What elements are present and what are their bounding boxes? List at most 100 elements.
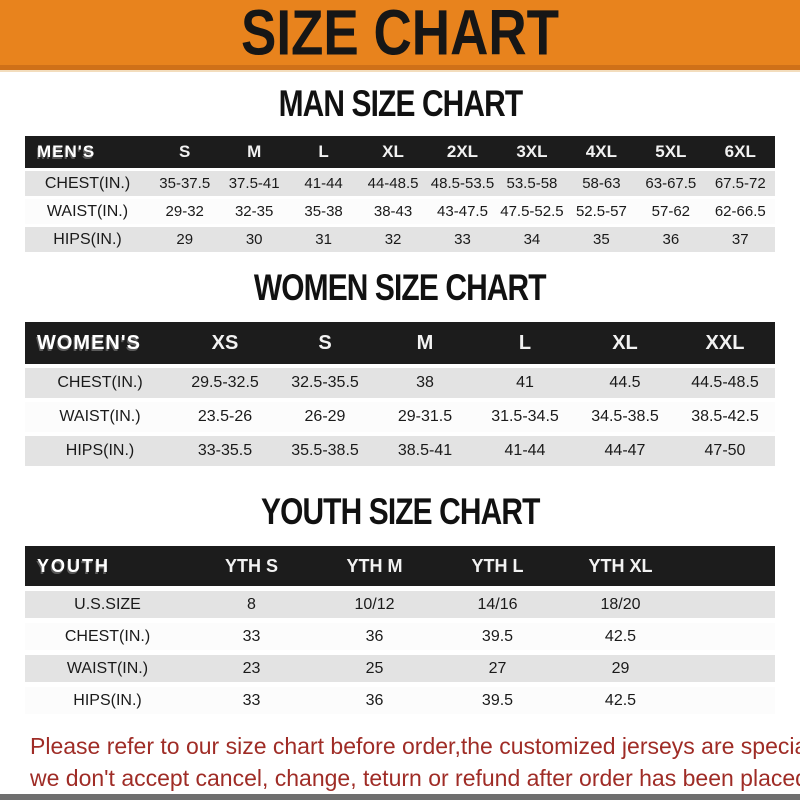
size-value-cell: 35.5-38.5 <box>291 442 359 459</box>
table-header-label: YOUTH <box>37 555 110 576</box>
banner-title: SIZE CHART <box>240 0 560 69</box>
table-row: HIPS(IN.) 29 30 31 32 33 34 35 36 37 <box>25 227 775 252</box>
size-value-cell: 48.5-53.5 <box>430 175 495 192</box>
row-label: WAIST(IN.) <box>66 659 149 677</box>
size-column-header: M <box>416 331 434 354</box>
women-section-title: WOMEN SIZE CHART <box>0 267 800 309</box>
size-value-cell: 38.5-41 <box>397 442 453 459</box>
size-value-cell: 38.5-42.5 <box>691 408 759 425</box>
size-value-cell: 62-66.5 <box>714 203 766 220</box>
size-value-cell: 57-62 <box>651 203 691 220</box>
size-value-cell: 30 <box>245 231 263 248</box>
size-value-cell: 32-35 <box>234 203 274 220</box>
row-label: U.S.SIZE <box>74 595 141 613</box>
youth-section-title: YOUTH SIZE CHART <box>0 491 800 533</box>
size-value-cell: 43-47.5 <box>437 203 488 220</box>
row-label: HIPS(IN.) <box>65 442 135 459</box>
table-row: WAIST(IN.) 23 25 27 29 <box>25 655 775 682</box>
size-value-cell: 44-48.5 <box>367 175 419 192</box>
size-value-cell: 38 <box>416 374 434 391</box>
size-value-cell: 37.5-41 <box>228 175 280 192</box>
size-value-cell: 35-37.5 <box>159 175 211 192</box>
size-value-cell: 23.5-26 <box>197 408 253 425</box>
size-column-header: 4XL <box>585 142 617 161</box>
table-row: WAIST(IN.) 29-32 32-35 35-38 38-43 43-47.5 47.… <box>25 199 775 224</box>
size-value-cell: 36 <box>365 627 384 645</box>
table-row: CHEST(IN.) 35-37.5 37.5-41 41-44 44-48.5 48.5… <box>25 171 775 196</box>
men-table-rows: CHEST(IN.) 35-37.5 37.5-41 41-44 44-48.5 48.5… <box>25 171 775 252</box>
size-value-cell: 39.5 <box>481 691 514 709</box>
size-value-cell: 26-29 <box>304 408 346 425</box>
men-section-title-text: MAN SIZE CHART <box>278 83 523 125</box>
size-column-header: YTH S <box>224 555 278 576</box>
size-column-header: S <box>179 142 191 161</box>
size-value-cell: 52.5-57 <box>575 203 627 220</box>
size-column-header: L <box>318 142 329 161</box>
size-column-header: S <box>318 331 332 354</box>
size-value-cell: 18/20 <box>600 595 641 613</box>
size-value-cell: 33 <box>242 627 261 645</box>
size-value-cell: 42.5 <box>604 691 637 709</box>
men-table-header: MEN'S S M L XL 2XL 3XL 4XL 5XL 6XL <box>25 136 775 168</box>
banner: SIZE CHART <box>0 0 800 72</box>
size-column-header: XXL <box>705 331 745 354</box>
row-label: HIPS(IN.) <box>53 230 122 248</box>
table-header-label: MEN'S <box>37 142 96 161</box>
row-label: WAIST(IN.) <box>46 202 129 220</box>
youth-table-header: YOUTH YTH S YTH M YTH L YTH XL <box>25 546 775 586</box>
size-column-header: M <box>247 142 262 161</box>
size-value-cell: 29-32 <box>165 203 204 220</box>
size-value-cell: 33-35.5 <box>197 442 253 459</box>
size-column-header: 2XL <box>446 142 479 161</box>
men-section-title: MAN SIZE CHART <box>0 83 800 125</box>
size-column-header: XL <box>382 142 404 161</box>
table-row: WAIST(IN.) 23.5-26 26-29 29-31.5 31.5-34.5 34… <box>25 402 775 432</box>
size-value-cell: 44-47 <box>604 442 646 459</box>
table-row: HIPS(IN.) 33-35.5 35.5-38.5 38.5-41 41-44 44-… <box>25 436 775 466</box>
size-value-cell: 44.5-48.5 <box>691 374 759 391</box>
size-value-cell: 33 <box>454 231 471 248</box>
women-table-rows: CHEST(IN.) 29.5-32.5 32.5-35.5 38 41 44.5 44.5… <box>25 368 775 466</box>
size-value-cell: 39.5 <box>481 627 514 645</box>
size-value-cell: 41 <box>516 374 534 391</box>
row-label: WAIST(IN.) <box>59 408 141 425</box>
size-value-cell: 36 <box>365 691 384 709</box>
size-value-cell: 44.5 <box>609 374 641 391</box>
size-value-cell: 29-31.5 <box>397 408 453 425</box>
size-value-cell: 41-44 <box>304 175 343 192</box>
youth-table-rows: U.S.SIZE 8 10/12 14/16 18/20 CHEST(IN.) 33 36 39… <box>25 591 775 714</box>
size-value-cell: 34.5-38.5 <box>591 408 659 425</box>
size-column-header: 6XL <box>724 142 756 161</box>
size-value-cell: 31 <box>315 231 332 248</box>
size-column-header: L <box>518 331 532 354</box>
size-value-cell: 33 <box>242 691 261 709</box>
size-column-header: 3XL <box>516 142 548 161</box>
size-value-cell: 29 <box>611 659 630 677</box>
size-column-header: YTH M <box>346 555 403 576</box>
size-value-cell: 27 <box>488 659 507 677</box>
size-value-cell: 36 <box>662 231 680 248</box>
table-row: CHEST(IN.) 29.5-32.5 32.5-35.5 38 41 44.5 44.5… <box>25 368 775 398</box>
size-column-header: XS <box>211 331 239 354</box>
size-value-cell: 35 <box>593 231 610 248</box>
size-value-cell: 14/16 <box>477 595 518 613</box>
size-value-cell: 47.5-52.5 <box>500 203 564 220</box>
size-value-cell: 23 <box>242 659 261 677</box>
size-value-cell: 53.5-58 <box>506 175 558 192</box>
size-value-cell: 67.5-72 <box>714 175 766 192</box>
size-value-cell: 34 <box>523 231 541 248</box>
youth-size-table: YOUTH YTH S YTH M YTH L YTH XL U.S.SIZE 8 10/1… <box>25 546 775 714</box>
size-column-header: YTH XL <box>588 555 653 576</box>
women-section-title-text: WOMEN SIZE CHART <box>254 267 547 309</box>
disclaimer-line-2: we don't accept cancel, change, teturn o… <box>30 765 800 791</box>
size-value-cell: 41-44 <box>504 442 546 459</box>
youth-section-title-text: YOUTH SIZE CHART <box>260 491 540 533</box>
table-row: HIPS(IN.) 33 36 39.5 42.5 <box>25 687 775 714</box>
size-column-header: XL <box>612 331 638 354</box>
size-value-cell: 35-38 <box>304 203 343 220</box>
disclaimer: Please refer to our size chart before or… <box>0 730 800 794</box>
size-column-header: 5XL <box>655 142 687 161</box>
row-label: CHEST(IN.) <box>44 174 131 192</box>
table-row: CHEST(IN.) 33 36 39.5 42.5 <box>25 623 775 650</box>
